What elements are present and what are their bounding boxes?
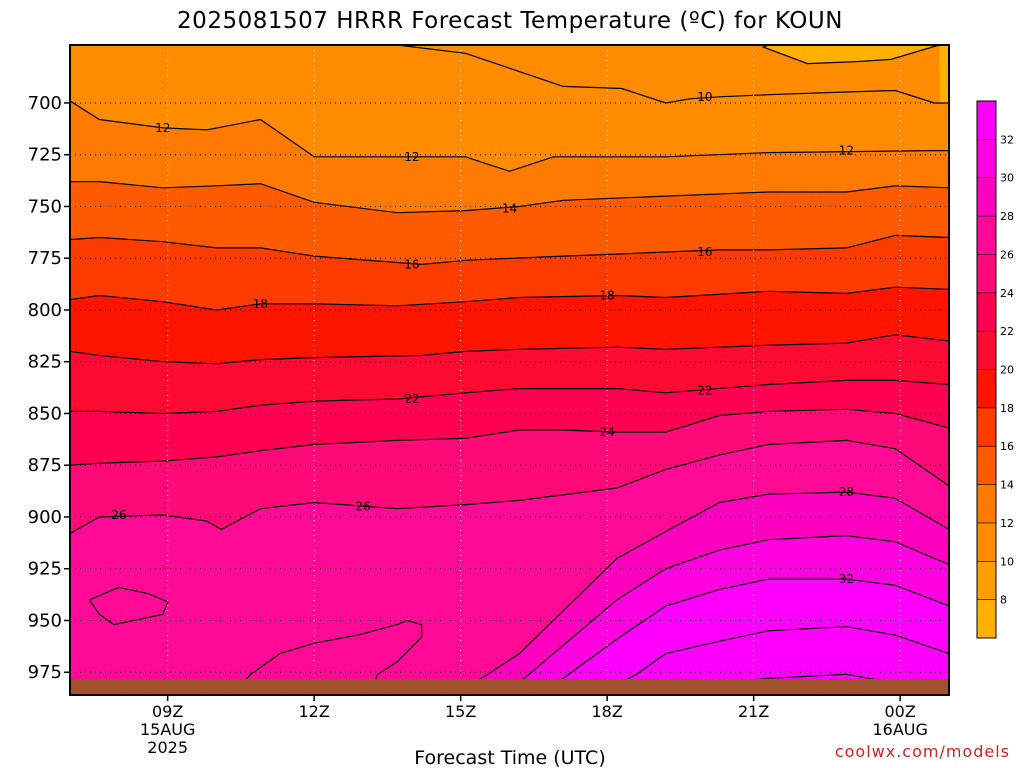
colorbar-swatch-10 (977, 216, 996, 255)
y-tick-label-775: 775 (28, 248, 62, 269)
contour-line-26-15 (89, 586, 169, 626)
colorbar-swatch-3 (977, 484, 996, 524)
colorbar-label-14: 14 (1000, 479, 1014, 492)
y-tick-label-925: 925 (28, 559, 62, 580)
contour-labels: 12 12 12 10 14 16 16 18 18 22 22 24 26 26 28 32 (111, 90, 854, 586)
colorbar-swatch-12 (977, 139, 996, 179)
colorbar-swatch-4 (977, 446, 996, 486)
contour-label-15: 32 (839, 572, 854, 586)
contour-label-7: 18 (253, 297, 268, 311)
contour-label-10: 22 (697, 384, 712, 398)
x-tick-label-3: 18Z (592, 702, 623, 721)
y-tick-label-850: 850 (28, 403, 62, 424)
y-tick-label-875: 875 (28, 455, 62, 476)
colorbar-label-26: 26 (1000, 248, 1014, 261)
contour-line-10-0 (89, 45, 949, 104)
contour-line-30-11 (489, 534, 949, 695)
contour-label-6: 16 (697, 245, 712, 259)
contour-label-1: 12 (404, 150, 419, 164)
colorbar-swatch-2 (977, 522, 996, 562)
contour-line-26-16 (230, 619, 423, 695)
contour-label-8: 18 (600, 288, 615, 302)
chart-title: 2025081507 HRRR Forecast Temperature (ºC… (177, 8, 843, 34)
contour-line-20-6 (70, 334, 949, 365)
colorbar: 8 10 12 14 16 18 20 22 24 26 28 30 32 (976, 100, 1014, 639)
colorbar-swatch-6 (977, 369, 996, 409)
colorbar-label-28: 28 (1000, 210, 1014, 223)
colorbar-label-16: 16 (1000, 440, 1014, 453)
colorbar-swatch-9 (977, 254, 996, 294)
grid-lines (70, 45, 949, 695)
contour-line-26-9 (70, 439, 949, 535)
colorbar-label-20: 20 (1000, 364, 1014, 377)
contour-line-24-8 (70, 408, 949, 466)
contour-line-16-4 (70, 234, 949, 266)
colorbar-label-30: 30 (1000, 172, 1014, 185)
colorbar-swatch-13 (977, 101, 996, 140)
y-tick-label-825: 825 (28, 352, 62, 373)
x-tick-label-4: 21Z (738, 702, 769, 721)
contour-label-13: 26 (355, 500, 370, 514)
y-tick-label-725: 725 (28, 145, 62, 166)
plot-area: 12 12 12 10 14 16 16 18 18 22 22 24 26 26 28 32 (70, 45, 949, 695)
band-fill-26-15 (89, 587, 168, 625)
y-tick-label-950: 950 (28, 610, 62, 631)
x-tick-sublabel-5-0: 16AUG (872, 720, 927, 739)
colorbar-label-22: 22 (1000, 325, 1014, 338)
credit-text: coolwx.com/models (835, 742, 1010, 761)
contour-label-9: 22 (404, 392, 419, 406)
contour-lines (70, 45, 949, 695)
colorbar-label-32: 32 (1000, 133, 1014, 146)
y-tick-label-900: 900 (28, 507, 62, 528)
contour-line-32-13 (597, 626, 949, 695)
colorbar-label-12: 12 (1000, 517, 1014, 530)
contour-label-3: 10 (697, 90, 712, 104)
y-tick-label-700: 700 (28, 93, 62, 114)
contour-label-4: 14 (502, 202, 517, 216)
x-tick-sublabel-0-0: 15AUG (140, 720, 195, 739)
y-tick-label-975: 975 (28, 662, 62, 683)
x-tick-label-2: 15Z (445, 702, 476, 721)
colorbar-swatch-0 (977, 599, 996, 639)
colorbar-swatch-5 (977, 407, 996, 447)
band-fill-32-13 (70, 626, 949, 695)
contour-label-5: 16 (404, 257, 419, 271)
contour-line-10-1 (761, 45, 940, 65)
contour-line-28-10 (455, 491, 949, 695)
contour-line-14-3 (70, 181, 949, 214)
colorbar-swatch-1 (977, 561, 996, 601)
colorbar-swatch-7 (977, 331, 996, 370)
contour-label-2: 12 (839, 144, 854, 158)
colorbar-swatch-11 (977, 177, 996, 217)
contour-label-11: 24 (600, 425, 615, 439)
x-tick-label-5: 00Z (885, 702, 916, 721)
terrain-ground (70, 679, 949, 695)
contour-label-12: 26 (111, 508, 126, 522)
colorbar-swatch-8 (977, 292, 996, 332)
contour-line-22-7 (70, 379, 949, 415)
contour-label-14: 28 (839, 485, 854, 499)
y-tick-label-800: 800 (28, 300, 62, 321)
colorbar-label-10: 10 (1000, 555, 1014, 568)
x-tick-label-0: 09Z (152, 702, 183, 721)
contour-label-0: 12 (155, 121, 170, 135)
y-tick-label-750: 750 (28, 196, 62, 217)
contour-line-32-12 (533, 578, 949, 695)
contour-line-12-2 (70, 100, 949, 172)
colorbar-label-18: 18 (1000, 402, 1014, 415)
contour-line-18-5 (70, 286, 949, 311)
y-axis: 700 725 750 775 800 825 850 875 900 925 950 975 (28, 93, 70, 683)
x-tick-sublabel-0-1: 2025 (147, 738, 188, 757)
x-axis-label: Forecast Time (UTC) (414, 747, 605, 768)
band-fill-26-16 (231, 620, 422, 695)
colorbar-label-24: 24 (1000, 287, 1014, 300)
plot-frame (69, 44, 950, 696)
temperature-fills (70, 45, 949, 695)
x-tick-label-1: 12Z (299, 702, 330, 721)
colorbar-label-8: 8 (1000, 594, 1007, 607)
